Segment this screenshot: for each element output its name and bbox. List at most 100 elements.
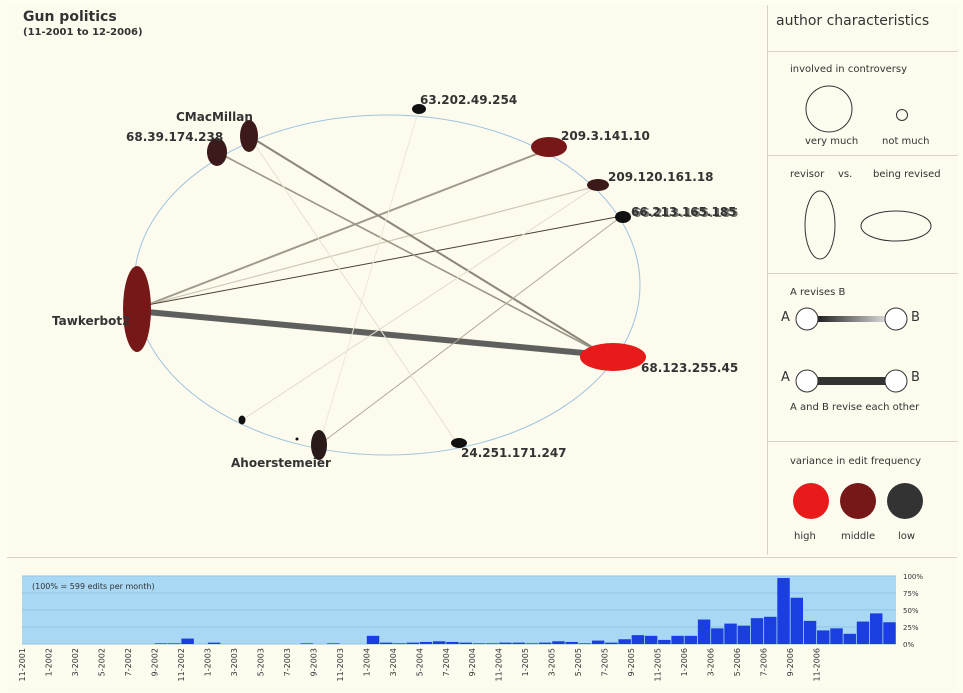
- histogram-bar: [870, 613, 883, 644]
- edit-frequency-panel: (100% = 599 edits per month) 100% 75% 50% 2…: [7, 557, 957, 692]
- node-small-1: [238, 415, 246, 425]
- label-tawkerbot: Tawkerbot2: [52, 314, 130, 328]
- histogram-bar: [366, 635, 380, 644]
- histogram-bar: [830, 628, 843, 644]
- histogram-bar: [538, 642, 552, 644]
- author-network-graph: Tawkerbot2 CMacMillan 68.39.174.238 63.2…: [52, 93, 739, 470]
- histogram-bar: [565, 641, 578, 644]
- network-panel: Gun politics (11-2001 to 12-2006): [7, 5, 767, 555]
- histogram-bar: [459, 642, 472, 644]
- label-cmacmillan: CMacMillan: [176, 110, 253, 124]
- node-209-120-161-18: [587, 179, 609, 191]
- histogram-bar: [817, 630, 830, 644]
- x-tick-label: 11-2004: [495, 648, 504, 681]
- label-68-123-255-45: 68.123.255.45: [641, 361, 738, 375]
- b-label-2: B: [911, 370, 920, 385]
- controversy-title: involved in controversy: [790, 64, 908, 75]
- node-tawkerbot: [123, 266, 151, 352]
- mutual-label: A and B revise each other: [790, 402, 920, 413]
- histogram-bar: [591, 640, 605, 644]
- histogram-bar: [631, 635, 645, 644]
- x-tick-label: 3-2006: [707, 648, 716, 676]
- x-tick-label: 7-2003: [283, 648, 292, 676]
- histogram-bar: [499, 642, 512, 644]
- legend-title: author characteristics: [776, 13, 930, 29]
- x-tick-label: 11-2005: [654, 648, 663, 681]
- histogram-bar: [181, 638, 194, 644]
- x-tick-label: 11-2001: [18, 648, 27, 681]
- histogram-bar: [697, 619, 711, 644]
- node-a2-icon: [795, 369, 819, 393]
- histogram-bar: [419, 641, 433, 644]
- edge-cmac-ip24: [248, 135, 458, 444]
- low-label: low: [898, 531, 916, 542]
- label-68-39-174-238: 68.39.174.238: [126, 130, 223, 144]
- not-much-label: not much: [882, 136, 930, 147]
- legend-panel: author characteristics involved in contr…: [767, 5, 958, 555]
- x-tick-label: 7-2002: [124, 648, 133, 676]
- a-label-2: A: [781, 370, 790, 385]
- histogram-bar: [207, 642, 221, 644]
- edge-tawkerbot-68123: [146, 309, 606, 358]
- y-tick-label: 0%: [903, 641, 914, 649]
- x-tick-label: 5-2002: [97, 648, 106, 676]
- x-tick-label: 3-2003: [230, 648, 239, 676]
- node-24-251-171-247: [451, 438, 467, 448]
- histogram-bar: [512, 642, 525, 644]
- histogram-bar: [578, 643, 592, 644]
- frequency-title: variance in edit frequency: [790, 456, 922, 467]
- node-overlapping-ip: [615, 211, 631, 223]
- legend-controversy: involved in controversy very much not mu…: [768, 51, 958, 156]
- y-tick-label: 75%: [903, 590, 919, 598]
- edge-tawkerbot-ipover: [146, 215, 623, 306]
- histogram-bar: [671, 635, 684, 644]
- histogram-bar: [605, 642, 618, 644]
- x-tick-label: 9-2004: [468, 648, 477, 676]
- y-tick-label: 25%: [903, 624, 919, 632]
- swatch-middle-icon: [840, 483, 876, 519]
- frequency-swatches: [793, 483, 923, 519]
- node-b2-icon: [884, 369, 908, 393]
- edge-6839-68123: [216, 151, 606, 356]
- x-tick-label: 9-2003: [309, 648, 318, 676]
- histogram-bar: [433, 641, 446, 644]
- edge-cmac-68123: [248, 135, 606, 356]
- network-ring: [133, 114, 641, 456]
- label-24-251-171-247: 24.251.171.247: [461, 446, 567, 460]
- x-tick-label: 7-2005: [601, 648, 610, 676]
- x-tick-label: 1-2002: [44, 648, 53, 676]
- edge-tawkerbot-20931: [146, 149, 548, 306]
- high-label: high: [794, 531, 816, 542]
- node-small-2: [295, 437, 299, 441]
- histogram-bar: [525, 643, 539, 644]
- histogram-bar: [618, 639, 631, 644]
- histogram-y-ticks: 100% 75% 50% 25% 0%: [903, 573, 923, 649]
- x-tick-label: 5-2005: [574, 648, 583, 676]
- node-a-icon: [795, 307, 819, 331]
- mutual-edge: [818, 377, 900, 385]
- histogram-bar: [406, 642, 419, 644]
- page-subtitle: (11-2001 to 12-2006): [23, 27, 143, 38]
- histogram-bars: [154, 578, 896, 644]
- x-tick-label: 11-2003: [336, 648, 345, 681]
- histogram-gridlines: [22, 575, 896, 645]
- b-label-1: B: [911, 310, 920, 325]
- x-tick-label: 3-2002: [71, 648, 80, 676]
- edges: [146, 108, 623, 446]
- edit-frequency-histogram: (100% = 599 edits per month) 100% 75% 50% 2…: [18, 573, 923, 681]
- label-209-120-161-18: 209.120.161.18: [608, 170, 714, 184]
- revises-shapes: [795, 307, 908, 393]
- node-209-3-141-10: [531, 137, 567, 157]
- histogram-bar: [446, 641, 459, 644]
- x-tick-label: 11-2002: [177, 648, 186, 681]
- x-tick-label: 5-2004: [415, 648, 424, 676]
- y-tick-label: 100%: [903, 573, 923, 581]
- x-tick-label: 1-2005: [521, 648, 530, 676]
- histogram-bar: [485, 643, 499, 644]
- histogram-bar: [856, 621, 870, 644]
- node-63-202-49-254: [412, 104, 426, 114]
- label-ahoerstemeier: Ahoerstemeier: [231, 456, 331, 470]
- a-label-1: A: [781, 310, 790, 325]
- histogram-bar: [154, 643, 168, 644]
- x-tick-label: 5-2003: [256, 648, 265, 676]
